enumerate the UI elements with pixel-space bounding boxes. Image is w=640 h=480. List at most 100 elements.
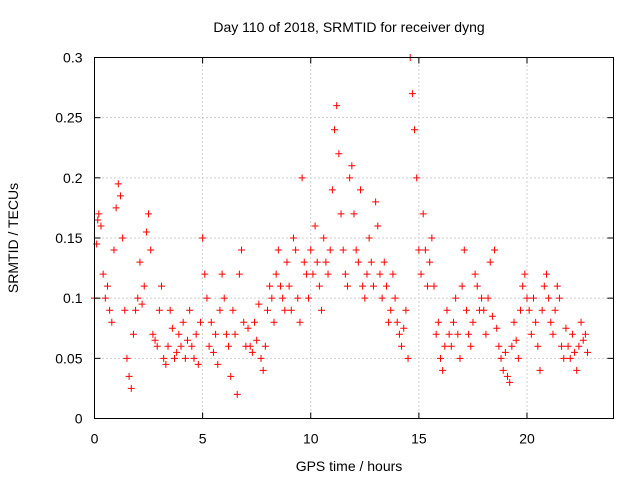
data-point <box>424 282 432 290</box>
data-point <box>259 366 267 374</box>
data-point <box>473 282 481 290</box>
data-point <box>346 174 354 182</box>
data-point <box>138 300 146 308</box>
data-point <box>538 306 546 314</box>
data-point <box>266 282 274 290</box>
data-point <box>324 270 332 278</box>
data-point <box>227 372 235 380</box>
data-point <box>326 246 334 254</box>
data-point <box>413 174 421 182</box>
data-point <box>354 258 362 266</box>
data-point <box>493 324 501 332</box>
y-axis-label: SRMTID / TECUs <box>5 183 21 293</box>
data-point <box>411 126 419 134</box>
y-tick-label: 0.3 <box>63 50 83 66</box>
data-point <box>177 342 185 350</box>
y-tick-label: 0.25 <box>55 110 82 126</box>
data-point <box>562 324 570 332</box>
grid-layer <box>94 57 614 419</box>
data-point <box>385 318 393 326</box>
data-point <box>112 204 120 212</box>
data-point <box>564 342 572 350</box>
data-point <box>339 246 347 254</box>
data-point <box>320 234 328 242</box>
data-point <box>387 306 395 314</box>
data-point <box>166 306 174 314</box>
data-point <box>190 354 198 362</box>
data-point <box>127 384 135 392</box>
data-point <box>547 318 555 326</box>
data-point <box>331 126 339 134</box>
data-point <box>478 294 486 302</box>
data-point <box>421 246 429 254</box>
data-point <box>294 294 302 302</box>
data-point <box>274 246 282 254</box>
data-point <box>235 270 243 278</box>
data-point <box>186 306 194 314</box>
data-point <box>119 234 127 242</box>
data-point <box>365 234 373 242</box>
data-point <box>454 330 462 338</box>
data-point <box>328 186 336 194</box>
data-point <box>307 246 315 254</box>
data-point <box>434 318 442 326</box>
data-point <box>437 354 444 362</box>
data-point <box>272 270 280 278</box>
data-point <box>160 354 168 362</box>
x-tick-label: 15 <box>411 431 427 447</box>
data-point <box>151 336 159 344</box>
data-point <box>439 366 447 374</box>
data-point <box>337 210 345 218</box>
data-point <box>162 360 170 368</box>
data-point <box>521 270 529 278</box>
data-point <box>491 246 499 254</box>
data-point <box>573 366 581 374</box>
data-point <box>309 270 317 278</box>
data-point <box>504 372 512 380</box>
data-point <box>194 360 202 368</box>
x-tick-label: 20 <box>519 431 535 447</box>
data-point <box>257 354 265 362</box>
data-point <box>311 222 319 230</box>
data-point <box>581 330 589 338</box>
data-point <box>313 258 321 266</box>
data-point <box>173 348 181 356</box>
data-point <box>123 354 131 362</box>
data-point <box>97 222 105 230</box>
data-point <box>430 282 438 290</box>
data-point <box>393 318 401 326</box>
data-point <box>216 306 224 314</box>
data-point <box>121 306 129 314</box>
data-point <box>514 354 522 362</box>
data-point <box>145 210 153 218</box>
data-point <box>517 306 525 314</box>
data-point <box>428 234 436 242</box>
data-point <box>560 354 568 362</box>
x-tick-label: 5 <box>199 431 207 447</box>
data-point <box>352 246 360 254</box>
data-point <box>467 342 475 350</box>
data-point <box>510 318 518 326</box>
data-point <box>255 300 263 308</box>
data-point <box>155 306 163 314</box>
data-point <box>551 306 559 314</box>
data-point <box>534 342 542 350</box>
data-point <box>350 210 358 218</box>
data-point <box>251 318 259 326</box>
data-point <box>94 216 102 224</box>
chart-title: Day 110 of 2018, SRMTID for receiver dyn… <box>213 19 484 35</box>
plot-frame <box>94 57 614 419</box>
data-point <box>192 330 200 338</box>
data-point <box>276 282 284 290</box>
data-point <box>158 282 166 290</box>
data-point <box>555 294 563 302</box>
data-point <box>205 342 213 350</box>
data-point <box>408 90 416 98</box>
data-point <box>417 270 425 278</box>
data-point <box>460 246 468 254</box>
data-point <box>218 270 226 278</box>
data-point <box>506 378 514 386</box>
data-point <box>164 342 172 350</box>
data-point <box>300 258 308 266</box>
data-point <box>220 294 228 302</box>
